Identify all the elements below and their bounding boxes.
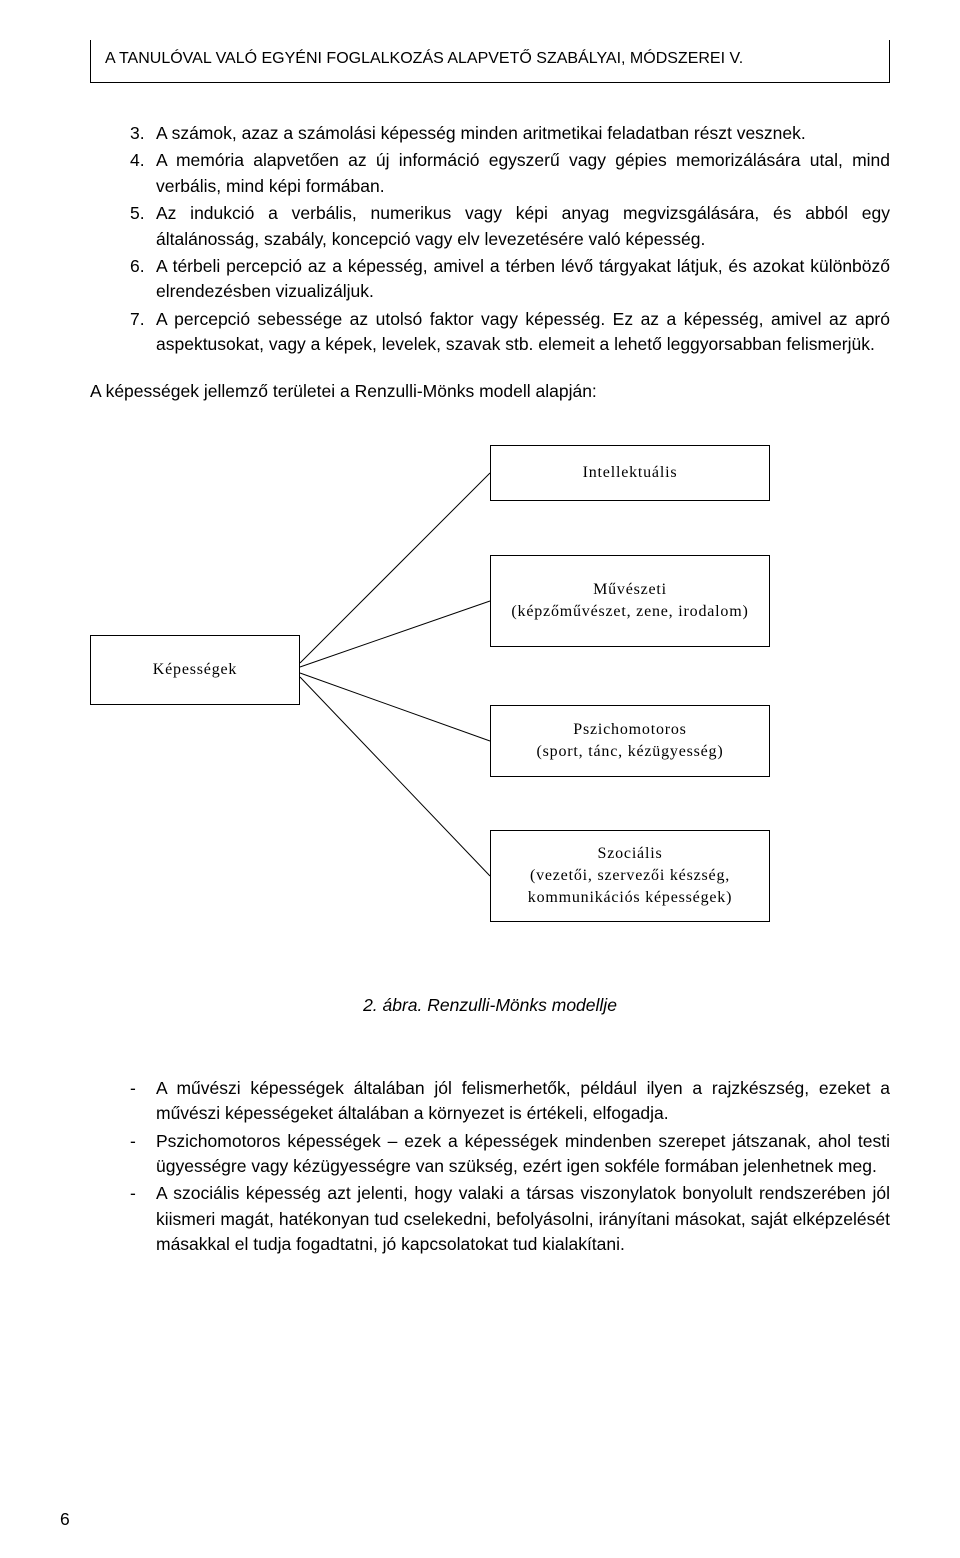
dash-list: -A művészi képességek általában jól feli… <box>90 1076 890 1258</box>
diagram-child-node: Szociális(vezetői, szervezői készség, ko… <box>490 830 770 922</box>
dash-list-item: -A művészi képességek általában jól feli… <box>130 1076 890 1127</box>
diagram-root-node: Képességek <box>90 635 300 705</box>
list-item-number: 5. <box>130 201 156 252</box>
diagram-node-label: Szociális(vezetői, szervezői készség, ko… <box>505 843 755 908</box>
list-item-text: A memória alapvetően az új információ eg… <box>156 148 890 199</box>
list-item: 3.A számok, azaz a számolási képesség mi… <box>130 121 890 146</box>
diagram-child-node: Intellektuális <box>490 445 770 501</box>
diagram-node-label: Képességek <box>153 659 237 681</box>
page-header-title: A TANULÓVAL VALÓ EGYÉNI FOGLALKOZÁS ALAP… <box>105 50 743 67</box>
dash-item-text: Pszichomotoros képességek – ezek a képes… <box>156 1129 890 1180</box>
dash-list-item: -A szociális képesség azt jelenti, hogy … <box>130 1181 890 1257</box>
header-bar: A TANULÓVAL VALÓ EGYÉNI FOGLALKOZÁS ALAP… <box>90 40 890 83</box>
list-item: 5.Az indukció a verbális, numerikus vagy… <box>130 201 890 252</box>
dash-item-text: A művészi képességek általában jól felis… <box>156 1076 890 1127</box>
list-item-number: 7. <box>130 307 156 358</box>
diagram-child-node: Művészeti(képzőművészet, zene, irodalom) <box>490 555 770 647</box>
list-item: 4.A memória alapvetően az új információ … <box>130 148 890 199</box>
dash-mark: - <box>130 1181 156 1257</box>
page-number: 6 <box>60 1509 70 1530</box>
list-item-number: 4. <box>130 148 156 199</box>
diagram-node-label: Pszichomotoros(sport, tánc, kézügyesség) <box>537 719 724 762</box>
dash-list-item: -Pszichomotoros képességek – ezek a képe… <box>130 1129 890 1180</box>
list-item: 7.A percepció sebessége az utolsó faktor… <box>130 307 890 358</box>
numbered-list: 3.A számok, azaz a számolási képesség mi… <box>90 121 890 357</box>
diagram-node-label: Művészeti(képzőművészet, zene, irodalom) <box>511 579 748 622</box>
list-item-text: A térbeli percepció az a képesség, amive… <box>156 254 890 305</box>
list-item: 6.A térbeli percepció az a képesség, ami… <box>130 254 890 305</box>
list-item-text: Az indukció a verbális, numerikus vagy k… <box>156 201 890 252</box>
dash-mark: - <box>130 1076 156 1127</box>
dash-item-text: A szociális képesség azt jelenti, hogy v… <box>156 1181 890 1257</box>
list-item-number: 6. <box>130 254 156 305</box>
list-item-number: 3. <box>130 121 156 146</box>
figure-caption: 2. ábra. Renzulli-Mönks modellje <box>90 995 890 1016</box>
diagram-child-node: Pszichomotoros(sport, tánc, kézügyesség) <box>490 705 770 777</box>
diagram-container: Képességek Intellektuális Művészeti(képzőm… <box>90 445 890 965</box>
dash-mark: - <box>130 1129 156 1180</box>
page: MG A TANULÓVAL VALÓ EGYÉNI FOGLALKOZÁS A… <box>0 0 960 1558</box>
list-item-text: A percepció sebessége az utolsó faktor v… <box>156 307 890 358</box>
diagram-node-label: Intellektuális <box>583 462 678 484</box>
list-item-text: A számok, azaz a számolási képesség mind… <box>156 121 890 146</box>
after-list-paragraph: A képességek jellemző területei a Renzul… <box>90 379 890 404</box>
